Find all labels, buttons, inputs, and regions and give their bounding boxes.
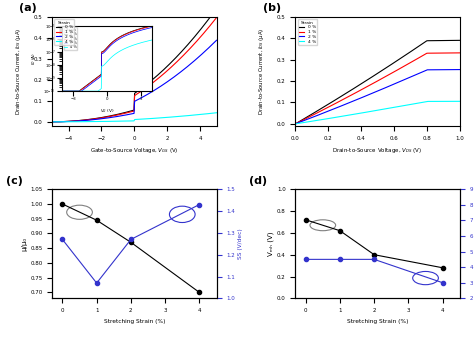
0 % xyxy=(49,120,55,124)
Y-axis label: SS (V/dec): SS (V/dec) xyxy=(238,228,243,259)
X-axis label: Drain-to-Source Voltage, $V_{DS}$ (V): Drain-to-Source Voltage, $V_{DS}$ (V) xyxy=(332,146,423,155)
0 % xyxy=(393,59,399,63)
4 % xyxy=(457,99,463,103)
0 % xyxy=(391,61,396,65)
1 % xyxy=(391,70,396,74)
1 % xyxy=(293,122,299,126)
0 % xyxy=(50,120,55,124)
0 % xyxy=(442,39,447,43)
1 % xyxy=(393,69,399,73)
4 % xyxy=(146,117,152,121)
2 % xyxy=(391,82,396,86)
Y-axis label: Drain-to-Source Current, $I_{DS}$ (μA): Drain-to-Source Current, $I_{DS}$ (μA) xyxy=(14,28,23,115)
Line: 0 %: 0 % xyxy=(52,8,217,122)
X-axis label: Stretching Strain (%): Stretching Strain (%) xyxy=(104,319,165,324)
Line: 4 %: 4 % xyxy=(52,113,217,122)
1 % xyxy=(146,83,152,87)
4 % xyxy=(188,113,193,117)
Legend: 0 %, 1 %, 2 %, 4 %: 0 %, 1 %, 2 %, 4 % xyxy=(298,19,318,45)
0 % xyxy=(431,39,437,43)
0 % xyxy=(457,38,463,42)
4 % xyxy=(442,99,447,103)
4 % xyxy=(150,116,155,120)
Line: 4 %: 4 % xyxy=(295,101,460,124)
1 % xyxy=(442,51,447,55)
2 % xyxy=(457,67,463,72)
0 % xyxy=(147,80,153,84)
Line: 0 %: 0 % xyxy=(295,40,460,124)
1 % xyxy=(390,71,396,75)
1 % xyxy=(150,81,155,85)
0 % xyxy=(150,77,155,81)
4 % xyxy=(391,105,396,109)
Text: (c): (c) xyxy=(6,176,23,186)
4 % xyxy=(214,111,219,115)
1 % xyxy=(457,51,463,55)
Text: (d): (d) xyxy=(249,176,267,186)
Text: (b): (b) xyxy=(263,3,281,14)
2 % xyxy=(390,83,396,87)
0 % xyxy=(214,6,219,11)
1 % xyxy=(214,16,219,20)
2 % xyxy=(146,91,152,95)
2 % xyxy=(188,62,193,66)
1 % xyxy=(188,46,193,50)
0 % xyxy=(198,27,204,31)
4 % xyxy=(147,117,153,121)
1 % xyxy=(431,51,437,55)
1 % xyxy=(50,120,55,124)
2 % xyxy=(293,122,299,126)
2 % xyxy=(198,53,204,57)
Line: 2 %: 2 % xyxy=(295,69,460,124)
4 % xyxy=(293,122,299,126)
2 % xyxy=(147,91,153,95)
2 % xyxy=(214,38,219,42)
1 % xyxy=(198,34,204,38)
0 % xyxy=(188,39,193,43)
2 % xyxy=(393,81,399,85)
Line: 2 %: 2 % xyxy=(52,40,217,122)
2 % xyxy=(50,120,55,124)
2 % xyxy=(49,120,55,124)
4 % xyxy=(390,105,396,109)
1 % xyxy=(147,83,153,87)
1 % xyxy=(49,120,55,124)
4 % xyxy=(49,120,55,124)
Line: 1 %: 1 % xyxy=(295,53,460,124)
4 % xyxy=(198,112,204,116)
0 % xyxy=(390,61,396,65)
4 % xyxy=(393,105,399,109)
Y-axis label: Vₘₕ (V): Vₘₕ (V) xyxy=(268,232,274,256)
2 % xyxy=(292,122,298,126)
Y-axis label: μ/μ₀: μ/μ₀ xyxy=(21,237,27,251)
2 % xyxy=(431,68,437,72)
0 % xyxy=(293,121,299,125)
4 % xyxy=(50,120,55,124)
2 % xyxy=(442,68,447,72)
X-axis label: Gate-to-Source Voltage, $V_{GS}$ (V): Gate-to-Source Voltage, $V_{GS}$ (V) xyxy=(90,146,179,155)
Legend: 0 %, 1 %, 2 %, 4 %: 0 %, 1 %, 2 %, 4 % xyxy=(55,19,74,45)
4 % xyxy=(431,99,437,103)
X-axis label: Stretching Strain (%): Stretching Strain (%) xyxy=(347,319,408,324)
Text: (a): (a) xyxy=(19,3,37,14)
0 % xyxy=(146,80,152,84)
1 % xyxy=(292,122,298,126)
0 % xyxy=(292,122,298,126)
Y-axis label: Drain-to-Source Current, $I_{DS}$ (μA): Drain-to-Source Current, $I_{DS}$ (μA) xyxy=(257,28,266,115)
4 % xyxy=(292,122,298,126)
Line: 1 %: 1 % xyxy=(52,18,217,122)
2 % xyxy=(150,89,155,93)
